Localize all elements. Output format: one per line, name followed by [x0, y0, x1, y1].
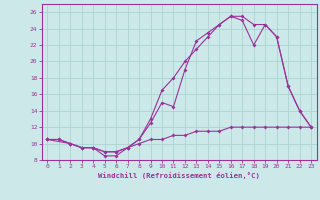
- X-axis label: Windchill (Refroidissement éolien,°C): Windchill (Refroidissement éolien,°C): [98, 172, 260, 179]
